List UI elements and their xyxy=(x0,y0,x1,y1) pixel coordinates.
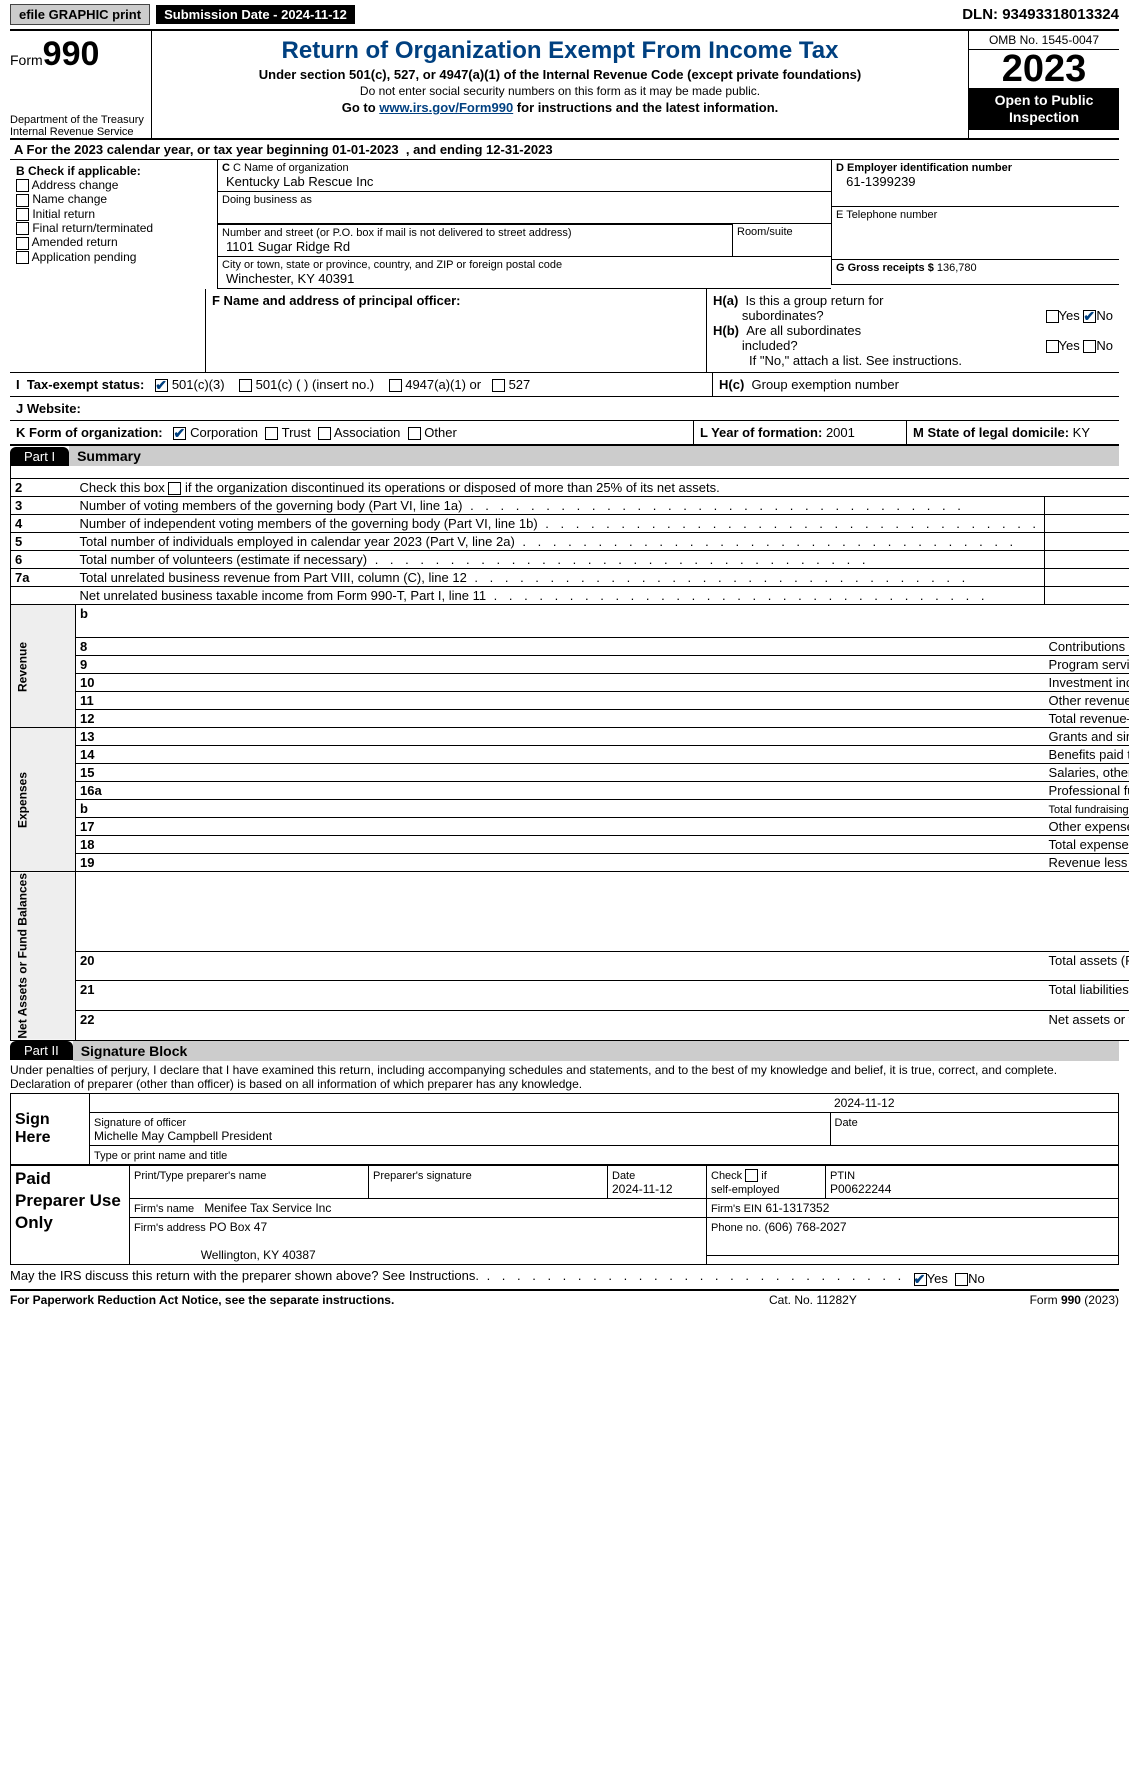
ssn-note: Do not enter social security numbers on … xyxy=(160,84,960,98)
form-number: Form990 xyxy=(10,35,145,74)
goto-line: Go to www.irs.gov/Form990 for instructio… xyxy=(160,100,960,115)
preparer-table: Paid Preparer Use Only Print/Type prepar… xyxy=(10,1165,1119,1266)
year-formation: 2001 xyxy=(826,425,855,440)
hb-note: If "No," attach a list. See instructions… xyxy=(713,353,1113,368)
prep-date: 2024-11-12 xyxy=(612,1182,673,1196)
checkbox-amended[interactable] xyxy=(16,237,29,250)
dba-label: Doing business as xyxy=(222,194,312,206)
form-title: Return of Organization Exempt From Incom… xyxy=(160,37,960,65)
part-i-header: Part I Summary xyxy=(10,446,1119,466)
dept-treasury: Department of the Treasury xyxy=(10,114,145,126)
discuss-row: May the IRS discuss this return with the… xyxy=(10,1265,1119,1289)
sign-date: 2024-11-12 xyxy=(834,1096,895,1110)
checkbox-final-return[interactable] xyxy=(16,222,29,235)
ptin: P00622244 xyxy=(830,1182,891,1196)
form-subtitle: Under section 501(c), 527, or 4947(a)(1)… xyxy=(160,67,960,82)
hc-label: Group exemption number xyxy=(752,377,899,392)
footer: For Paperwork Reduction Act Notice, see … xyxy=(10,1289,1119,1309)
firm-name: Menifee Tax Service Inc xyxy=(204,1201,331,1215)
section-b-label: B Check if applicable: xyxy=(16,164,141,178)
checkbox-assoc[interactable] xyxy=(318,427,331,440)
opt-amended: Amended return xyxy=(32,235,118,249)
firm-phone: (606) 768-2027 xyxy=(765,1220,847,1234)
domicile-value: KY xyxy=(1073,425,1090,440)
form-ref: Form 990 (2023) xyxy=(969,1293,1119,1307)
form-org-label: K Form of organization: xyxy=(16,425,163,440)
addr-value: 1101 Sugar Ridge Rd xyxy=(222,239,350,254)
dln-text: DLN: 93493318013324 xyxy=(962,6,1119,23)
paid-preparer: Paid Preparer Use Only xyxy=(11,1165,130,1265)
org-name-label: C C Name of organization xyxy=(222,162,349,174)
officer-name: Michelle May Campbell President xyxy=(94,1129,272,1143)
signature-table: Sign Here 2024-11-12 Signature of office… xyxy=(10,1093,1119,1165)
checkbox-4947[interactable] xyxy=(389,379,402,392)
sign-here: Sign Here xyxy=(11,1093,90,1164)
year-formation-label: L Year of formation: xyxy=(700,425,822,440)
checkbox-address-change[interactable] xyxy=(16,179,29,192)
checkbox-ha-yes[interactable] xyxy=(1046,310,1059,323)
room-label: Room/suite xyxy=(737,226,793,238)
checkbox-corp[interactable] xyxy=(173,427,186,440)
perjury-declaration: Under penalties of perjury, I declare th… xyxy=(10,1061,1119,1093)
firm-ein: 61-1317352 xyxy=(765,1201,829,1215)
tax-year-row: A For the 2023 calendar year, or tax yea… xyxy=(10,140,1119,160)
self-employed-check[interactable]: Check ifself-employed xyxy=(711,1170,779,1197)
gross-receipts-label: G Gross receipts $ xyxy=(836,262,934,274)
open-inspection: Open to PublicInspection xyxy=(969,88,1119,130)
summary-table: 2Check this box if the organization disc… xyxy=(10,466,1129,1041)
section-label: Expenses xyxy=(11,728,76,872)
cat-no: Cat. No. 11282Y xyxy=(769,1293,969,1307)
city-value: Winchester, KY 40391 xyxy=(222,271,354,286)
city-label: City or town, state or province, country… xyxy=(222,259,562,271)
irs-link[interactable]: www.irs.gov/Form990 xyxy=(379,100,513,115)
checkbox-527[interactable] xyxy=(492,379,505,392)
checkbox-501c3[interactable] xyxy=(155,379,168,392)
entity-block: B Check if applicable: Address change Na… xyxy=(10,160,1119,289)
checkbox-app-pending[interactable] xyxy=(16,251,29,264)
opt-initial-return: Initial return xyxy=(32,207,95,221)
checkbox-discuss-yes[interactable] xyxy=(914,1273,927,1286)
gross-receipts-value: 136,780 xyxy=(937,262,977,274)
paperwork-notice: For Paperwork Reduction Act Notice, see … xyxy=(10,1293,769,1307)
opt-name-change: Name change xyxy=(32,192,107,206)
phone-label: E Telephone number xyxy=(836,209,937,221)
efile-button[interactable]: efile GRAPHIC print xyxy=(10,4,150,25)
checkbox-ha-no[interactable] xyxy=(1083,310,1096,323)
website-label: J Website: xyxy=(16,401,81,416)
addr-label: Number and street (or P.O. box if mail i… xyxy=(222,227,572,239)
submission-date-button[interactable]: Submission Date - 2024-11-12 xyxy=(156,5,355,24)
checkbox-hb-no[interactable] xyxy=(1083,340,1096,353)
opt-address-change: Address change xyxy=(32,178,119,192)
section-label: Net Assets or Fund Balances xyxy=(11,872,76,1041)
part-ii-header: Part II Signature Block xyxy=(10,1041,1119,1061)
dba-value xyxy=(222,206,226,221)
firm-addr1: PO Box 47 xyxy=(209,1220,267,1234)
officer-label: F Name and address of principal officer: xyxy=(212,293,461,308)
form-header: Form990 Department of the Treasury Inter… xyxy=(10,29,1119,140)
ein-label: D Employer identification number xyxy=(836,162,1012,174)
org-name: Kentucky Lab Rescue Inc xyxy=(222,174,373,189)
checkbox-501c[interactable] xyxy=(239,379,252,392)
tax-year: 2023 xyxy=(969,50,1119,88)
checkbox-discuss-no[interactable] xyxy=(955,1273,968,1286)
name-title-label: Type or print name and title xyxy=(94,1150,227,1162)
checkbox-other[interactable] xyxy=(408,427,421,440)
firm-addr2: Wellington, KY 40387 xyxy=(201,1248,316,1262)
domicile-label: M State of legal domicile: xyxy=(913,425,1069,440)
ein-value: 61-1399239 xyxy=(842,174,915,189)
sig-officer-label: Signature of officer xyxy=(94,1117,186,1129)
checkbox-trust[interactable] xyxy=(265,427,278,440)
opt-app-pending: Application pending xyxy=(32,250,137,264)
opt-final-return: Final return/terminated xyxy=(32,221,153,235)
checkbox-initial-return[interactable] xyxy=(16,208,29,221)
irs-text: Internal Revenue Service xyxy=(10,126,145,138)
checkbox-name-change[interactable] xyxy=(16,194,29,207)
checkbox-hb-yes[interactable] xyxy=(1046,340,1059,353)
section-label: Revenue xyxy=(11,605,76,728)
top-bar: efile GRAPHIC print Submission Date - 20… xyxy=(10,0,1119,29)
